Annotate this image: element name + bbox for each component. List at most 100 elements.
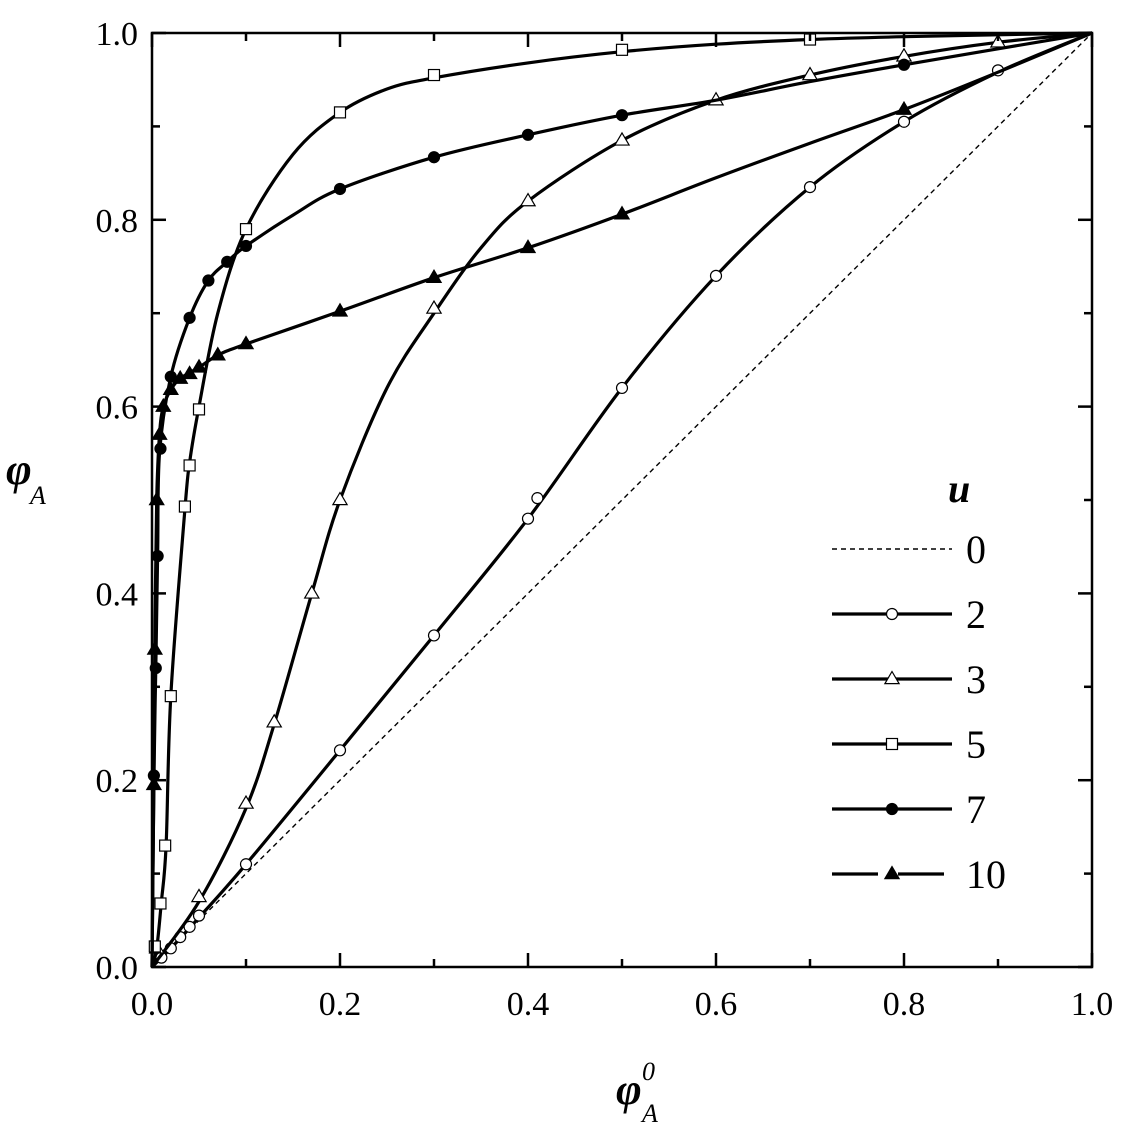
- data-point: [145, 776, 163, 791]
- y-axis-label-main: φ: [6, 445, 32, 494]
- data-point: [155, 397, 172, 412]
- data-point: [613, 205, 631, 220]
- legend-label: 10: [966, 852, 1006, 897]
- legend-item-0: 0: [832, 527, 986, 572]
- legend-item-7: 7: [832, 787, 986, 832]
- data-point: [237, 335, 255, 350]
- data-point: [183, 311, 196, 324]
- legend-label: 0: [966, 527, 986, 572]
- series-line-10: [150, 31, 1093, 968]
- x-tick-label: 0.2: [319, 986, 362, 1023]
- data-point: [209, 346, 226, 361]
- data-point: [164, 690, 177, 703]
- series-0: [151, 32, 1093, 968]
- data-point: [615, 109, 629, 122]
- legend-label: 7: [966, 787, 986, 832]
- data-point: [202, 274, 215, 287]
- data-point: [613, 131, 631, 146]
- legend-marker: [885, 737, 899, 751]
- data-point: [709, 269, 723, 282]
- legend-title: u: [948, 466, 970, 511]
- data-point: [148, 940, 161, 953]
- x-tick-label: 1.0: [1071, 986, 1114, 1023]
- y-tick-label: 0.2: [96, 763, 139, 800]
- y-tick-label: 1.0: [96, 16, 139, 53]
- x-axis-label-sub: A: [640, 1099, 658, 1128]
- data-point: [333, 182, 347, 196]
- x-tick-label: 0.0: [131, 986, 174, 1023]
- data-point: [266, 713, 283, 728]
- legend-item-2: 2: [832, 592, 986, 637]
- data-point: [519, 239, 537, 254]
- data-point: [151, 425, 168, 440]
- y-tick-label: 0.4: [96, 576, 139, 613]
- data-point: [333, 744, 347, 757]
- data-point: [159, 839, 172, 852]
- data-point: [154, 442, 167, 455]
- data-point: [190, 888, 208, 903]
- y-tick-label: 0.6: [96, 390, 139, 427]
- data-point: [615, 381, 629, 395]
- series-3: [148, 31, 1093, 968]
- data-point: [521, 128, 535, 141]
- series-line-0: [151, 32, 1093, 968]
- y-tick-label: 0.0: [96, 950, 139, 987]
- data-point: [192, 403, 206, 416]
- data-point: [897, 115, 911, 128]
- data-point: [333, 106, 347, 119]
- legend-label: 2: [966, 592, 986, 637]
- data-point: [183, 459, 196, 472]
- x-tick-label: 0.8: [883, 986, 926, 1023]
- legend-marker: [883, 865, 901, 880]
- legend-item-10: 10: [832, 852, 1006, 897]
- series-2: [150, 31, 1093, 969]
- data-point: [531, 492, 544, 505]
- data-point: [427, 629, 441, 642]
- y-axis-label-sub: A: [28, 481, 46, 510]
- data-point: [425, 299, 443, 314]
- data-point: [331, 491, 349, 506]
- data-point: [519, 192, 537, 207]
- legend-item-5: 5: [832, 722, 986, 767]
- data-point: [178, 500, 191, 513]
- data-point: [331, 302, 349, 317]
- data-point: [615, 43, 629, 56]
- data-point: [154, 897, 167, 910]
- x-axis-label-main: φ: [616, 1065, 642, 1114]
- legend-item-3: 3: [832, 657, 986, 702]
- x-tick-label: 0.6: [695, 986, 738, 1023]
- y-tick-label: 0.8: [96, 203, 139, 240]
- data-point: [427, 151, 441, 164]
- legend: u 0 2 3 5 7 10: [832, 466, 1006, 897]
- x-tick-label: 0.4: [507, 986, 550, 1023]
- series-line-3: [150, 31, 1093, 968]
- x-axis-label-sup: 0: [642, 1057, 655, 1086]
- data-point: [151, 549, 164, 563]
- data-point: [239, 223, 253, 236]
- data-point: [897, 58, 911, 71]
- data-layer: [145, 31, 1093, 969]
- legend-label: 3: [966, 657, 986, 702]
- data-point: [303, 584, 320, 599]
- legend-label: 5: [966, 722, 986, 767]
- data-point: [146, 640, 163, 655]
- data-point: [190, 358, 208, 373]
- data-point: [895, 100, 913, 115]
- data-point: [239, 858, 253, 871]
- data-point: [239, 239, 253, 253]
- y-axis-label: φ A: [6, 445, 46, 510]
- data-point: [521, 512, 535, 525]
- legend-marker: [885, 802, 899, 816]
- legend-marker: [883, 670, 901, 685]
- legend-marker: [885, 607, 899, 621]
- x-axis-label: φ 0 A: [616, 1057, 658, 1128]
- series-line-5: [150, 31, 1093, 968]
- data-point: [803, 181, 817, 194]
- ticks-layer: 0.0 0.2 0.4 0.6 0.8 1.0 0.0 0.2 0.4 0.6 0.8 1.0: [96, 16, 1114, 1023]
- data-point: [801, 66, 819, 81]
- data-point: [425, 269, 443, 283]
- data-point: [192, 909, 206, 922]
- data-point: [427, 68, 441, 82]
- data-point: [162, 381, 179, 396]
